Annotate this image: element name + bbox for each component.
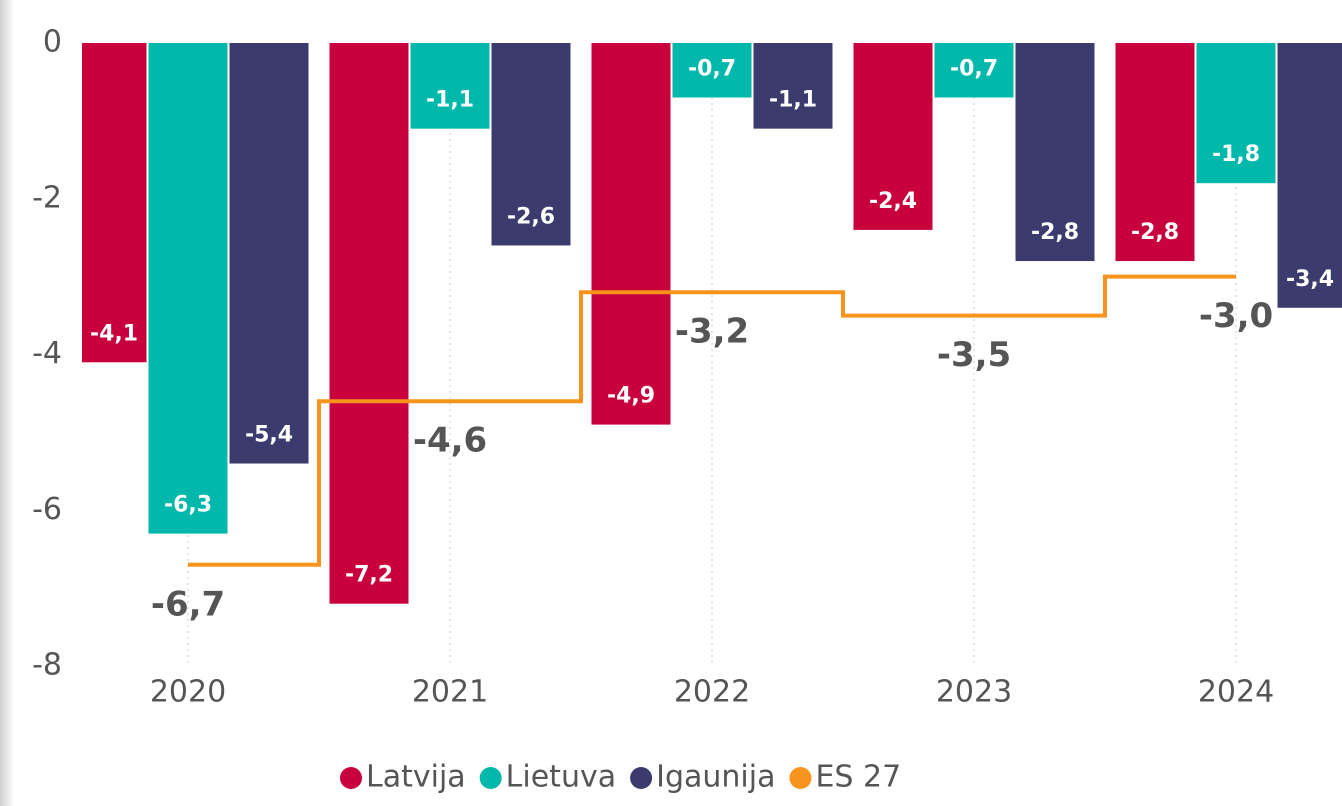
line-value-label: -3,0 bbox=[1199, 296, 1273, 336]
bar-value-label: -2,8 bbox=[1131, 220, 1179, 245]
bar bbox=[1115, 43, 1195, 262]
x-tick-label: 2020 bbox=[150, 675, 226, 710]
y-tick-label: -6 bbox=[32, 492, 62, 527]
plot-area bbox=[82, 43, 1342, 666]
bar-value-label: -7,2 bbox=[345, 563, 393, 588]
y-tick-label: -4 bbox=[32, 336, 62, 371]
bar bbox=[753, 43, 833, 129]
legend-label: Lietuva bbox=[506, 760, 616, 795]
y-tick-label: -2 bbox=[32, 180, 62, 215]
line-value-label: -6,7 bbox=[151, 584, 225, 624]
bar bbox=[491, 43, 571, 246]
line-value-label: -3,5 bbox=[937, 335, 1011, 375]
bar-value-label: -6,3 bbox=[164, 493, 212, 518]
bar bbox=[1015, 43, 1095, 262]
bar-value-label: -1,1 bbox=[769, 88, 817, 113]
bar bbox=[672, 43, 752, 98]
bar bbox=[82, 43, 147, 363]
line-value-label: -3,2 bbox=[675, 312, 749, 352]
bar bbox=[148, 43, 228, 534]
bar bbox=[591, 43, 671, 425]
bar-value-label: -2,4 bbox=[869, 189, 917, 214]
bar-value-label: -1,8 bbox=[1212, 142, 1260, 167]
y-tick-label: 0 bbox=[43, 25, 62, 60]
bar bbox=[229, 43, 309, 464]
bar-value-label: -3,4 bbox=[1286, 267, 1334, 292]
legend-label: Latvija bbox=[366, 760, 466, 795]
legend-marker bbox=[479, 767, 502, 789]
bar-value-label: -0,7 bbox=[950, 57, 998, 82]
bar bbox=[1196, 43, 1276, 184]
x-tick-label: 2023 bbox=[936, 675, 1012, 710]
legend-marker bbox=[630, 767, 653, 789]
bar-value-label: -2,8 bbox=[1031, 220, 1079, 245]
bar bbox=[934, 43, 1014, 98]
bar-value-label: -4,9 bbox=[607, 384, 655, 409]
y-tick-label: -8 bbox=[32, 648, 62, 683]
bar bbox=[410, 43, 490, 129]
x-tick-label: 2024 bbox=[1198, 675, 1274, 710]
bar bbox=[853, 43, 933, 230]
x-tick-label: 2021 bbox=[412, 675, 488, 710]
step-line bbox=[188, 274, 1236, 567]
legend-label: Igaunija bbox=[656, 760, 775, 795]
legend-marker bbox=[340, 767, 362, 789]
legend-marker bbox=[789, 767, 812, 789]
line-value-label: -4,6 bbox=[413, 421, 487, 461]
left-edge bbox=[0, 0, 14, 806]
bar-value-label: -5,4 bbox=[245, 423, 293, 448]
bar-value-label: -0,7 bbox=[688, 57, 736, 82]
bar bbox=[329, 43, 409, 604]
bar-value-label: -1,1 bbox=[426, 88, 474, 113]
legend-label: ES 27 bbox=[815, 760, 901, 795]
bar bbox=[1277, 43, 1342, 308]
bar-value-label: -2,6 bbox=[507, 204, 555, 229]
bar-value-label: -4,1 bbox=[90, 321, 138, 346]
x-tick-label: 2022 bbox=[674, 675, 750, 710]
